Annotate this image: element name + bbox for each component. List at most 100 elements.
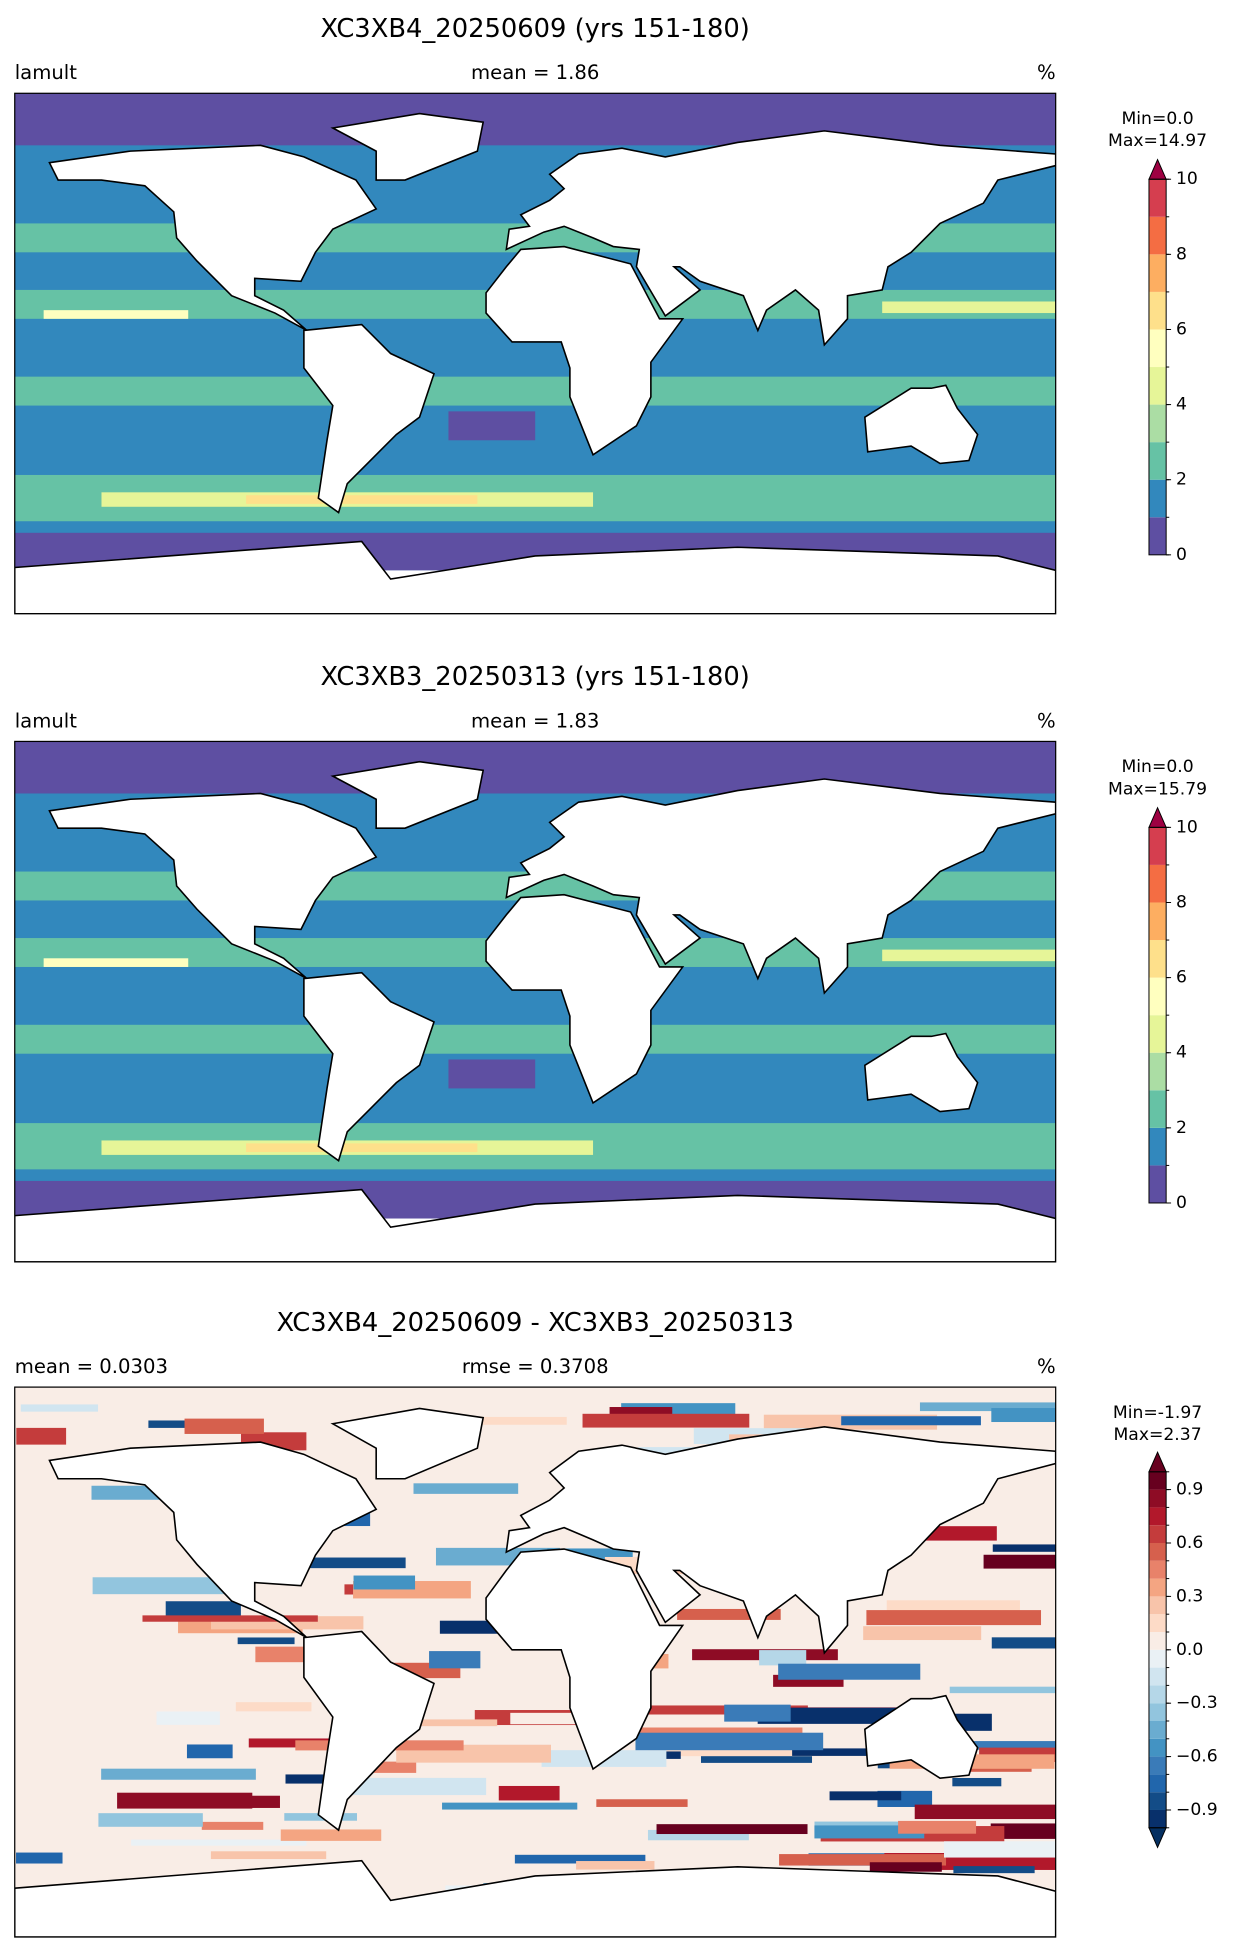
field-band xyxy=(156,1711,220,1725)
colorbar-segment xyxy=(1148,1543,1167,1561)
colorbar-segment xyxy=(1148,442,1167,480)
field-band xyxy=(944,1841,1056,1858)
colorbar-segment xyxy=(1148,1631,1167,1650)
field-band xyxy=(16,1427,67,1445)
map-field xyxy=(14,93,1056,614)
colorbar-segment xyxy=(1148,1774,1167,1793)
field-band xyxy=(14,741,1056,794)
field-band xyxy=(778,1663,921,1680)
land xyxy=(303,323,435,514)
field-band xyxy=(863,1626,982,1641)
land xyxy=(48,792,378,980)
field-band xyxy=(448,411,536,441)
field-band xyxy=(869,1862,942,1872)
field-band xyxy=(514,1854,646,1864)
colorbar-extend-min xyxy=(1148,1827,1167,1849)
land xyxy=(330,112,485,181)
field-band xyxy=(814,1825,925,1839)
colorbar-tick-label: 0 xyxy=(1176,1193,1187,1213)
colorbar-segment xyxy=(1148,1649,1167,1668)
colorbar-extend-max xyxy=(1148,806,1167,828)
field-band xyxy=(724,1704,791,1722)
field-band xyxy=(237,1637,295,1645)
field-band xyxy=(759,1650,807,1666)
colorbar-tick-label: −0.6 xyxy=(1176,1747,1218,1767)
field-band xyxy=(142,1615,318,1622)
field-band xyxy=(184,1418,264,1434)
panel-title: XC3XB3_20250313 (yrs 151-180) xyxy=(321,662,750,692)
field-band xyxy=(886,1600,1020,1611)
colorbar-segment xyxy=(1148,864,1167,903)
field-band xyxy=(14,1024,1056,1054)
center-label: mean = 1.86 xyxy=(471,61,599,84)
field-band xyxy=(280,1829,382,1841)
colorbar-segment xyxy=(1148,1720,1167,1739)
land xyxy=(505,778,1056,995)
land xyxy=(14,1188,1056,1262)
colorbar-segment xyxy=(1148,1596,1167,1615)
colorbar-tick-label: 4 xyxy=(1176,395,1187,415)
colorbar-segment xyxy=(1148,179,1167,217)
field-band xyxy=(43,310,189,319)
field-band xyxy=(582,1413,750,1428)
field-band xyxy=(131,1839,307,1846)
field-band xyxy=(647,1829,749,1841)
colorbar-segment xyxy=(1148,1614,1167,1632)
colorbar-tick-label: 4 xyxy=(1176,1043,1187,1063)
max-label: Max=15.79 xyxy=(1108,779,1207,799)
field-band xyxy=(898,1820,977,1834)
colorbar-segment xyxy=(1148,1471,1167,1490)
field-band xyxy=(235,1702,312,1712)
field-band xyxy=(882,301,1056,314)
colorbar-segment xyxy=(1148,827,1167,865)
field-band xyxy=(990,1823,1056,1839)
map-field xyxy=(14,741,1056,1262)
land xyxy=(14,1859,1056,1938)
field-band xyxy=(16,1852,63,1864)
field-band xyxy=(829,1791,902,1801)
panel-title: XC3XB4_20250609 - XC3XB3_20250313 xyxy=(276,1308,793,1338)
colorbar-tick-label: 6 xyxy=(1176,319,1187,339)
colorbar-segment xyxy=(1148,1560,1167,1579)
left-label: lamult xyxy=(15,709,77,732)
field-band xyxy=(677,1608,781,1620)
field-band xyxy=(14,376,1056,406)
field-band xyxy=(498,1785,560,1801)
field-band xyxy=(919,1402,1056,1412)
field-band xyxy=(949,1686,1056,1694)
field-band xyxy=(596,1799,688,1807)
colorbar-tick-label: 10 xyxy=(1176,817,1198,837)
land xyxy=(864,384,979,465)
colorbar-tick-label: 0.6 xyxy=(1176,1533,1203,1553)
min-label: Min=-1.97 xyxy=(1113,1403,1202,1423)
field-band xyxy=(635,1732,824,1751)
colorbar-segment xyxy=(1148,1090,1167,1128)
field-band xyxy=(246,495,478,504)
field-band xyxy=(101,1768,256,1780)
colorbar-tick-label: 0.0 xyxy=(1176,1640,1203,1660)
field-band xyxy=(43,958,189,967)
colorbar-segment xyxy=(1148,479,1167,518)
colorbar-extend-max xyxy=(1148,158,1167,180)
max-label: Max=2.37 xyxy=(1114,1425,1202,1445)
colorbar-tick-label: 6 xyxy=(1176,968,1187,988)
field-band xyxy=(952,1777,1002,1787)
min-label: Min=0.0 xyxy=(1121,109,1193,129)
field-band xyxy=(210,1851,327,1860)
map-frame xyxy=(14,1386,1057,1938)
land xyxy=(505,130,1056,347)
field-band xyxy=(779,1854,947,1866)
field-band xyxy=(201,1821,264,1830)
field-band xyxy=(412,1719,498,1727)
colorbar-segment xyxy=(1148,902,1167,941)
left-label: mean = 0.0303 xyxy=(15,1355,168,1378)
colorbar-segment xyxy=(1148,940,1167,978)
colorbar-tick-label: 2 xyxy=(1176,1118,1187,1138)
field-band xyxy=(148,1420,205,1428)
panel-title: XC3XB4_20250609 (yrs 151-180) xyxy=(321,14,750,44)
field-band xyxy=(353,1575,416,1590)
field-band xyxy=(914,1804,1056,1820)
unit-label: % xyxy=(1037,61,1056,84)
colorbar-segment xyxy=(1148,329,1167,368)
